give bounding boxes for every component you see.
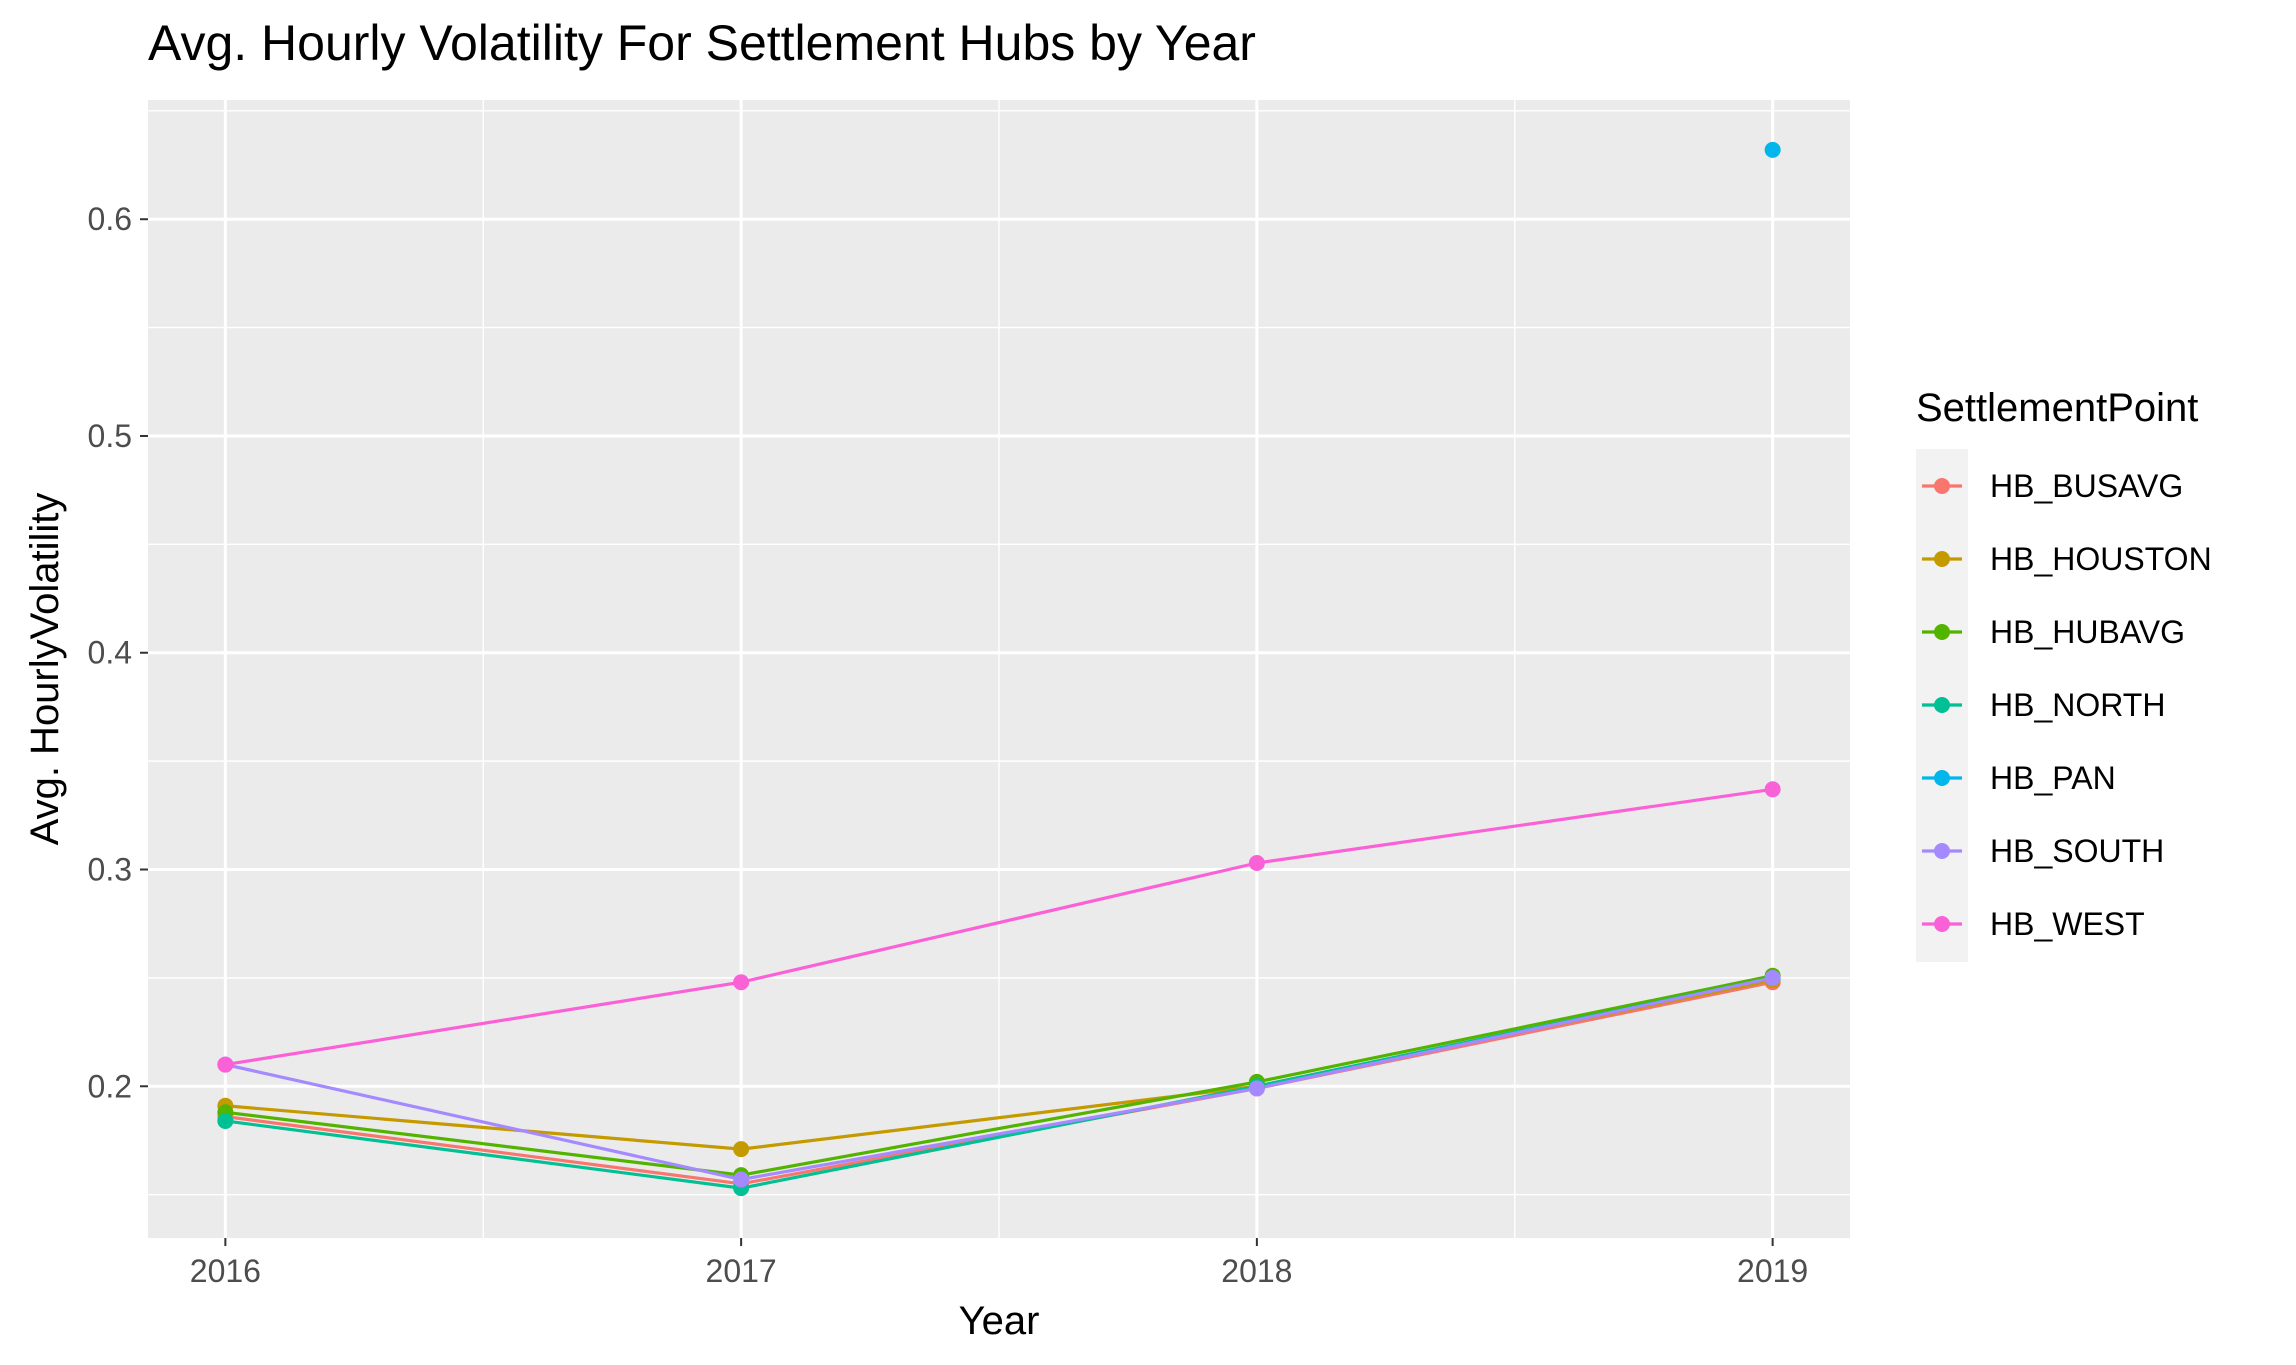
y-tick-label: 0.4	[88, 635, 132, 671]
y-tick-label: 0.3	[88, 852, 132, 888]
series-points	[217, 141, 1781, 1197]
data-point-hb-north	[217, 1112, 234, 1129]
data-point-hb-west	[733, 974, 750, 991]
legend-key-point	[1934, 916, 1950, 932]
grid-major	[148, 100, 1850, 1238]
legend-key-point	[1934, 843, 1950, 859]
series-line-hb-west	[225, 787, 1773, 1067]
legend-label: HB_SOUTH	[1990, 833, 2164, 869]
y-axis: 0.2 0.3 0.4 0.5 0.6	[88, 201, 148, 1104]
legend-item-hb-west: HB_WEST	[1922, 906, 2145, 942]
legend-label: HB_PAN	[1990, 760, 2116, 796]
legend-key-point	[1934, 770, 1950, 786]
series-line-hb-hubavg	[225, 974, 1773, 1177]
legend-item-hb-pan: HB_PAN	[1922, 760, 2116, 796]
series-lines	[225, 787, 1773, 1190]
legend-key-point	[1934, 478, 1950, 494]
legend-label: HB_NORTH	[1990, 687, 2165, 723]
data-point-hb-west	[1764, 781, 1781, 798]
data-point-hb-south	[1764, 969, 1781, 986]
chart-title: Avg. Hourly Volatility For Settlement Hu…	[148, 15, 1256, 71]
data-point-hb-west	[1248, 855, 1265, 872]
legend-key-point	[1934, 624, 1950, 640]
data-point-hb-west	[217, 1056, 234, 1073]
legend-item-hb-hubavg: HB_HUBAVG	[1922, 614, 2185, 650]
y-tick-label: 0.5	[88, 418, 132, 454]
legend-label: HB_BUSAVG	[1990, 468, 2183, 504]
x-axis-title: Year	[959, 1299, 1040, 1343]
legend-item-hb-south: HB_SOUTH	[1922, 833, 2164, 869]
x-tick-label: 2016	[190, 1253, 261, 1289]
x-axis: 2016 2017 2018 2019	[190, 1238, 1808, 1289]
data-point-hb-houston	[733, 1141, 750, 1158]
x-tick-label: 2017	[706, 1253, 777, 1289]
series-line-hb-south	[225, 976, 1773, 1182]
legend-title: SettlementPoint	[1916, 386, 2198, 430]
legend-item-hb-houston: HB_HOUSTON	[1922, 541, 2212, 577]
data-point-hb-pan	[1764, 141, 1781, 158]
legend-key-point	[1934, 551, 1950, 567]
legend-label: HB_WEST	[1990, 906, 2145, 942]
y-axis-title: Avg. HourlyVolatility	[23, 493, 67, 846]
y-tick-label: 0.6	[88, 201, 132, 237]
legend-item-hb-north: HB_NORTH	[1922, 687, 2165, 723]
legend-label: HB_HOUSTON	[1990, 541, 2212, 577]
data-point-hb-south	[1248, 1080, 1265, 1097]
y-tick-label: 0.2	[88, 1068, 132, 1104]
legend-item-hb-busavg: HB_BUSAVG	[1922, 468, 2183, 504]
legend-label: HB_HUBAVG	[1990, 614, 2185, 650]
grid-minor	[148, 100, 1850, 1238]
data-point-hb-south	[733, 1171, 750, 1188]
legend-key-point	[1934, 697, 1950, 713]
x-tick-label: 2018	[1221, 1253, 1292, 1289]
x-tick-label: 2019	[1737, 1253, 1808, 1289]
legend: SettlementPoint HB_BUSAVG HB_HOUSTON HB_HU…	[1916, 386, 2212, 962]
